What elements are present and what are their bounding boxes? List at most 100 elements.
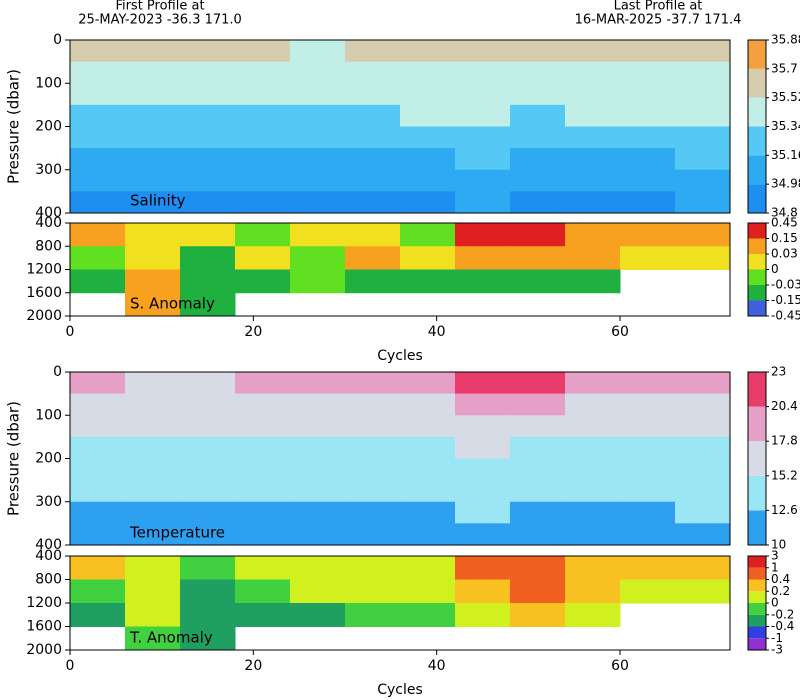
cell <box>235 458 291 481</box>
colorbar-label: 0.15 <box>771 231 798 245</box>
cell <box>70 83 126 106</box>
cell <box>180 603 236 627</box>
cell <box>125 191 181 214</box>
colorbar-swatch <box>748 184 766 213</box>
cell <box>620 83 676 106</box>
cell <box>290 372 346 395</box>
cell <box>510 523 566 546</box>
cell <box>70 126 126 149</box>
cell <box>400 104 456 127</box>
colorbar-label: 15.2 <box>771 468 798 482</box>
cell <box>455 372 511 395</box>
y-tick-label: 400 <box>35 215 62 231</box>
cell <box>620 436 676 459</box>
colorbar-swatch <box>748 68 766 98</box>
cell <box>180 372 236 395</box>
colorbar-label: 3 <box>771 549 779 563</box>
colorbar-label: 23 <box>771 365 786 379</box>
cell <box>125 169 181 192</box>
cell <box>400 501 456 524</box>
cell <box>455 501 511 524</box>
y-tick-label: 800 <box>35 238 62 254</box>
cell <box>290 393 346 416</box>
cell <box>675 104 731 127</box>
cell <box>180 556 236 580</box>
cell <box>455 61 511 84</box>
cell <box>345 246 401 270</box>
y-tick-label: 200 <box>35 451 62 467</box>
cell <box>290 40 346 63</box>
cell <box>180 104 236 127</box>
y-tick-label: 100 <box>35 407 62 423</box>
cell <box>510 223 566 247</box>
colorbar-label: 0.45 <box>771 216 798 230</box>
cell <box>125 246 181 270</box>
cell <box>620 415 676 438</box>
panel-annotation: T. Anomaly <box>129 629 213 647</box>
cell <box>345 372 401 395</box>
colorbar-swatch <box>748 238 766 254</box>
cell <box>70 436 126 459</box>
cell <box>290 148 346 171</box>
colorbar-label: 35.88 <box>771 33 800 47</box>
cell <box>290 458 346 481</box>
cell <box>620 556 676 580</box>
cell <box>455 480 511 503</box>
cell <box>565 246 621 270</box>
cell <box>675 83 731 106</box>
cell <box>345 148 401 171</box>
cell <box>455 40 511 63</box>
colorbar-swatch <box>748 510 766 545</box>
x-tick-label: 20 <box>244 658 262 674</box>
x-tick-label: 60 <box>611 658 629 674</box>
cell <box>125 223 181 247</box>
cell <box>565 148 621 171</box>
cell <box>620 393 676 416</box>
cell <box>235 40 291 63</box>
colorbar-label: 12.6 <box>771 503 798 517</box>
cell <box>565 458 621 481</box>
cell <box>180 626 236 651</box>
x-axis-label: Cycles <box>377 348 423 364</box>
colorbar-swatch <box>748 567 766 580</box>
cell <box>400 126 456 149</box>
cell <box>675 126 731 149</box>
cell <box>455 223 511 247</box>
cell <box>565 523 621 546</box>
cell <box>235 104 291 127</box>
y-tick-label: 1200 <box>26 595 62 611</box>
cell <box>510 556 566 580</box>
cell <box>455 104 511 127</box>
cell <box>70 61 126 84</box>
cell <box>235 246 291 270</box>
cell <box>180 501 236 524</box>
cell <box>345 223 401 247</box>
cell <box>455 83 511 106</box>
cell <box>235 223 291 247</box>
cell <box>290 83 346 106</box>
last-profile-label: Last Profile at <box>614 0 703 14</box>
cell <box>70 579 126 604</box>
cell <box>180 169 236 192</box>
cell <box>400 480 456 503</box>
y-axis-label: Pressure (dbar) <box>5 401 23 516</box>
cell <box>125 83 181 106</box>
cell <box>70 246 126 270</box>
cell <box>565 603 621 627</box>
cell <box>125 393 181 416</box>
cell <box>455 393 511 416</box>
cell <box>70 523 126 546</box>
cell <box>510 579 566 604</box>
cell <box>620 579 676 604</box>
cell <box>345 436 401 459</box>
cell <box>455 169 511 192</box>
colorbar-swatch <box>748 155 766 185</box>
cell <box>510 501 566 524</box>
cell <box>510 83 566 106</box>
cell <box>510 169 566 192</box>
cell <box>125 501 181 524</box>
cell <box>180 415 236 438</box>
cell <box>70 372 126 395</box>
cell <box>400 61 456 84</box>
cell <box>70 556 126 580</box>
